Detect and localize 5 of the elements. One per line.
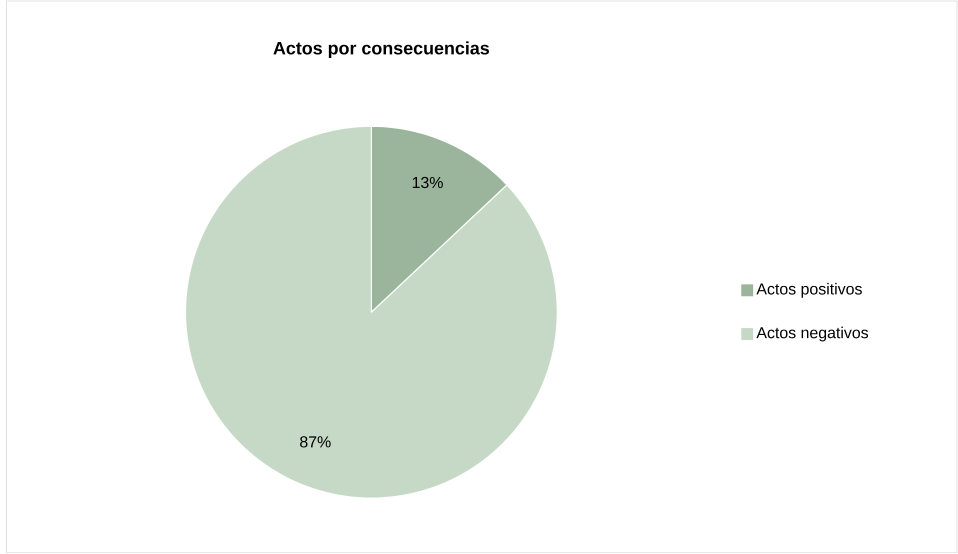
chart-title: Actos por consecuencias bbox=[273, 41, 489, 58]
legend-label: Actos positivos bbox=[756, 283, 862, 298]
data-label: 13% bbox=[412, 176, 443, 188]
data-label: 87% bbox=[300, 436, 331, 448]
legend-label: Actos negativos bbox=[756, 326, 868, 342]
